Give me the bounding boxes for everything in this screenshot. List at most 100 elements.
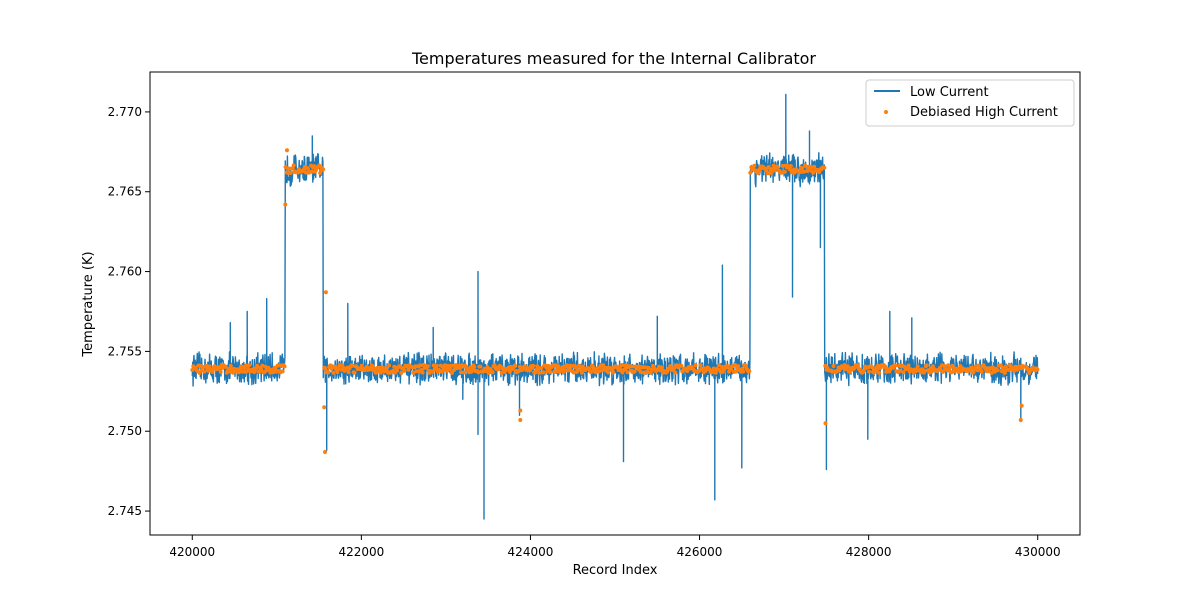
high-current-outlier-point (823, 421, 828, 426)
high-current-point (331, 370, 336, 375)
high-current-point (990, 365, 995, 370)
high-current-point (207, 364, 212, 369)
high-current-point (230, 370, 235, 375)
high-current-point (855, 363, 860, 368)
high-current-point (693, 363, 698, 368)
high-current-point (420, 370, 425, 375)
high-current-point (611, 370, 616, 375)
high-current-outlier-point (283, 202, 288, 207)
high-current-point (560, 365, 565, 370)
high-current-point (350, 363, 355, 368)
high-current-point (452, 368, 456, 372)
high-current-point (448, 367, 452, 372)
legend-debiased-high-current-label: Debiased High Current (910, 105, 1058, 120)
high-current-point (218, 369, 223, 374)
high-current-outlier-point (518, 418, 523, 422)
high-current-point (236, 370, 241, 375)
high-current-point (713, 370, 718, 375)
high-current-point (359, 363, 364, 368)
high-current-point (1002, 370, 1007, 375)
high-current-point (872, 370, 876, 375)
high-current-point (305, 166, 310, 171)
high-current-point (915, 364, 920, 369)
high-current-point (782, 169, 787, 174)
high-current-point (898, 368, 903, 373)
high-current-point (741, 369, 746, 374)
high-current-point (462, 370, 467, 375)
x-tick-label: 420000 (169, 545, 215, 559)
high-current-point (418, 363, 423, 368)
high-current-point (490, 370, 495, 375)
high-current-point (288, 171, 293, 175)
high-current-outlier-point (518, 408, 523, 413)
high-current-outlier-point (285, 148, 289, 153)
high-current-point (1027, 370, 1032, 375)
high-current-point (223, 364, 228, 369)
high-current-point (748, 170, 753, 175)
high-current-point (202, 369, 207, 374)
high-current-point (282, 364, 287, 369)
high-current-point (775, 164, 780, 169)
high-current-point (283, 165, 288, 169)
high-current-point (1012, 368, 1017, 373)
high-current-point (752, 163, 757, 168)
high-current-point (747, 369, 752, 374)
y-axis-label: Temperature (K) (81, 251, 96, 357)
plot-frame (149, 71, 1081, 536)
high-current-point (877, 370, 882, 375)
legend-box (865, 79, 1075, 127)
high-current-point (638, 370, 643, 374)
x-tick-label: 422000 (338, 545, 384, 559)
legend-debiased-high-current-swatch (884, 110, 888, 114)
high-current-point (729, 367, 733, 372)
high-current-point (798, 170, 802, 174)
high-current-point (648, 370, 653, 375)
high-current-point (736, 364, 741, 369)
high-current-point (571, 370, 576, 375)
high-current-point (546, 363, 551, 368)
high-current-point (842, 363, 847, 367)
high-current-point (575, 368, 580, 373)
high-current-point (373, 370, 378, 375)
high-current-point (995, 368, 1000, 373)
high-current-point (564, 363, 569, 368)
high-current-point (769, 170, 774, 175)
high-current-point (395, 368, 400, 373)
high-current-point (531, 363, 536, 368)
high-current-point (1007, 367, 1011, 372)
high-current-point (800, 166, 804, 171)
high-current-point (979, 369, 984, 374)
y-tick-label: 2.765 (108, 185, 142, 199)
high-current-point (1003, 364, 1008, 369)
high-current-point (286, 166, 291, 171)
high-current-point (378, 365, 382, 370)
high-current-point (716, 363, 721, 368)
high-current-point (780, 163, 785, 168)
high-current-point (247, 363, 252, 368)
high-current-point (619, 363, 624, 368)
high-current-point (310, 169, 314, 174)
high-current-point (431, 363, 436, 368)
high-current-point (562, 368, 567, 373)
high-current-point (673, 370, 678, 375)
high-current-point (368, 367, 373, 372)
high-current-outlier-point (1018, 418, 1023, 422)
high-current-point (976, 363, 981, 368)
high-current-point (228, 363, 233, 368)
x-tick-label: 424000 (508, 545, 554, 559)
high-current-point (364, 364, 369, 369)
y-tick-label: 2.755 (108, 344, 142, 358)
high-current-point (600, 368, 605, 373)
high-current-point (870, 365, 874, 370)
high-current-point (370, 364, 375, 369)
high-current-point (255, 363, 260, 368)
legend-low-current-label: Low Current (910, 85, 989, 100)
y-tick-label: 2.745 (108, 504, 142, 518)
high-current-point (1000, 365, 1005, 370)
x-tick-label: 430000 (1015, 545, 1061, 559)
high-current-point (685, 369, 690, 373)
high-current-point (802, 169, 806, 174)
high-current-point (548, 370, 553, 375)
high-current-outlier-point (322, 405, 327, 410)
high-current-point (411, 370, 416, 375)
